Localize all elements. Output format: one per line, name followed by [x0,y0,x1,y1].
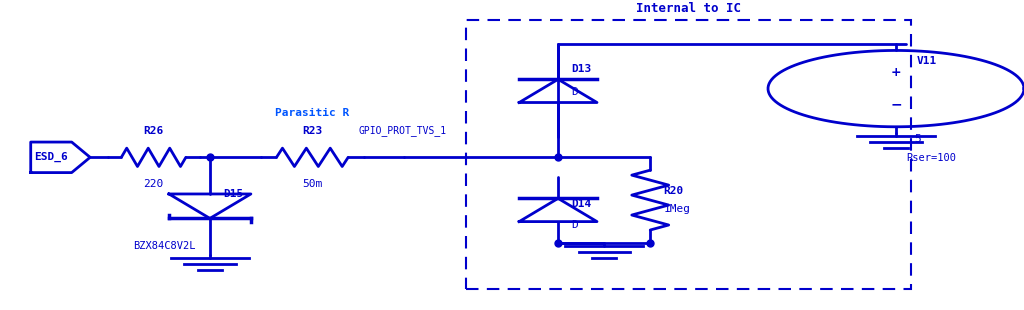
Text: BZX84C8V2L: BZX84C8V2L [133,241,196,251]
Text: GPIO_PROT_TVS_1: GPIO_PROT_TVS_1 [358,125,446,136]
Text: Parasitic R: Parasitic R [275,108,349,117]
Text: D: D [571,87,579,97]
Text: R26: R26 [143,126,164,136]
Text: 220: 220 [143,179,164,189]
Text: 1Meg: 1Meg [664,204,690,214]
Text: R20: R20 [664,186,684,196]
Text: +: + [891,66,901,79]
Text: D13: D13 [571,64,592,74]
Text: ESD_6: ESD_6 [35,152,68,162]
Text: D: D [571,220,579,230]
Text: Internal to IC: Internal to IC [636,2,741,15]
Text: 5: 5 [914,135,922,144]
Text: Rser=100: Rser=100 [906,153,956,163]
Text: V11: V11 [916,56,937,66]
Text: R23: R23 [302,126,323,136]
Text: −: − [890,98,902,112]
Text: D15: D15 [223,189,244,199]
Text: D14: D14 [571,199,592,209]
Text: 50m: 50m [302,179,323,189]
